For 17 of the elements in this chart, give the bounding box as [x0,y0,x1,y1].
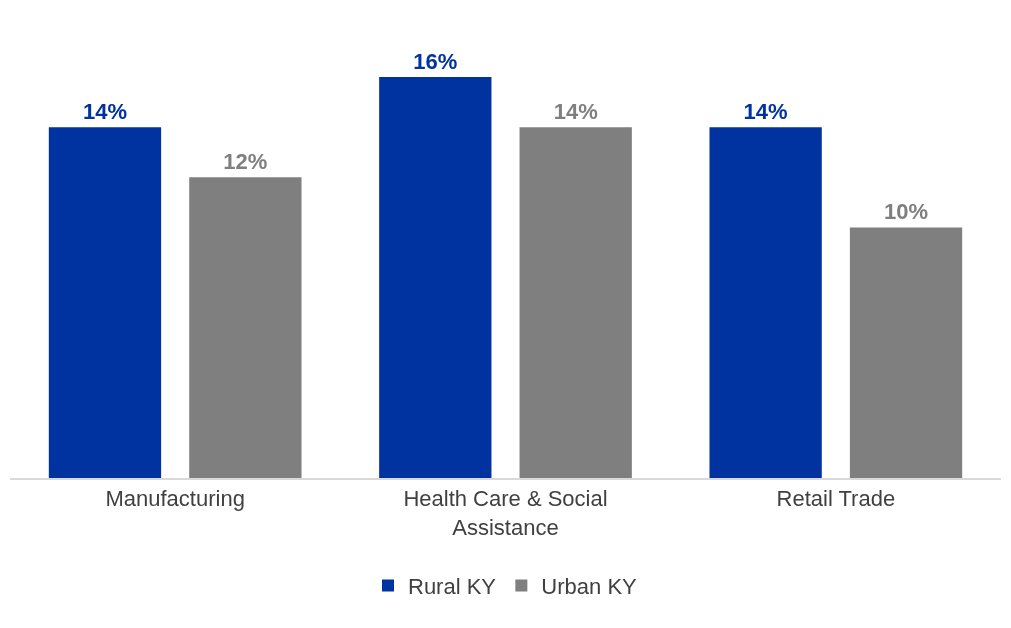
bar [519,127,632,478]
bar [48,127,162,478]
legend-label: Urban KY [541,573,638,599]
bar [849,227,963,478]
data-label: 16% [413,49,458,75]
legend-label: Rural KY [408,573,497,599]
bar [189,177,302,478]
data-label: 14% [553,99,598,125]
x-tick-label: Health Care & Social Assistance [403,486,608,540]
x-tick-label: Manufacturing [105,486,245,512]
bar [709,127,822,478]
data-label: 10% [884,199,929,225]
data-label: 14% [82,99,127,125]
data-label: 14% [743,99,788,125]
bar [379,77,492,478]
x-tick-label: Retail Trade [776,486,896,512]
data-label: 12% [223,149,268,175]
